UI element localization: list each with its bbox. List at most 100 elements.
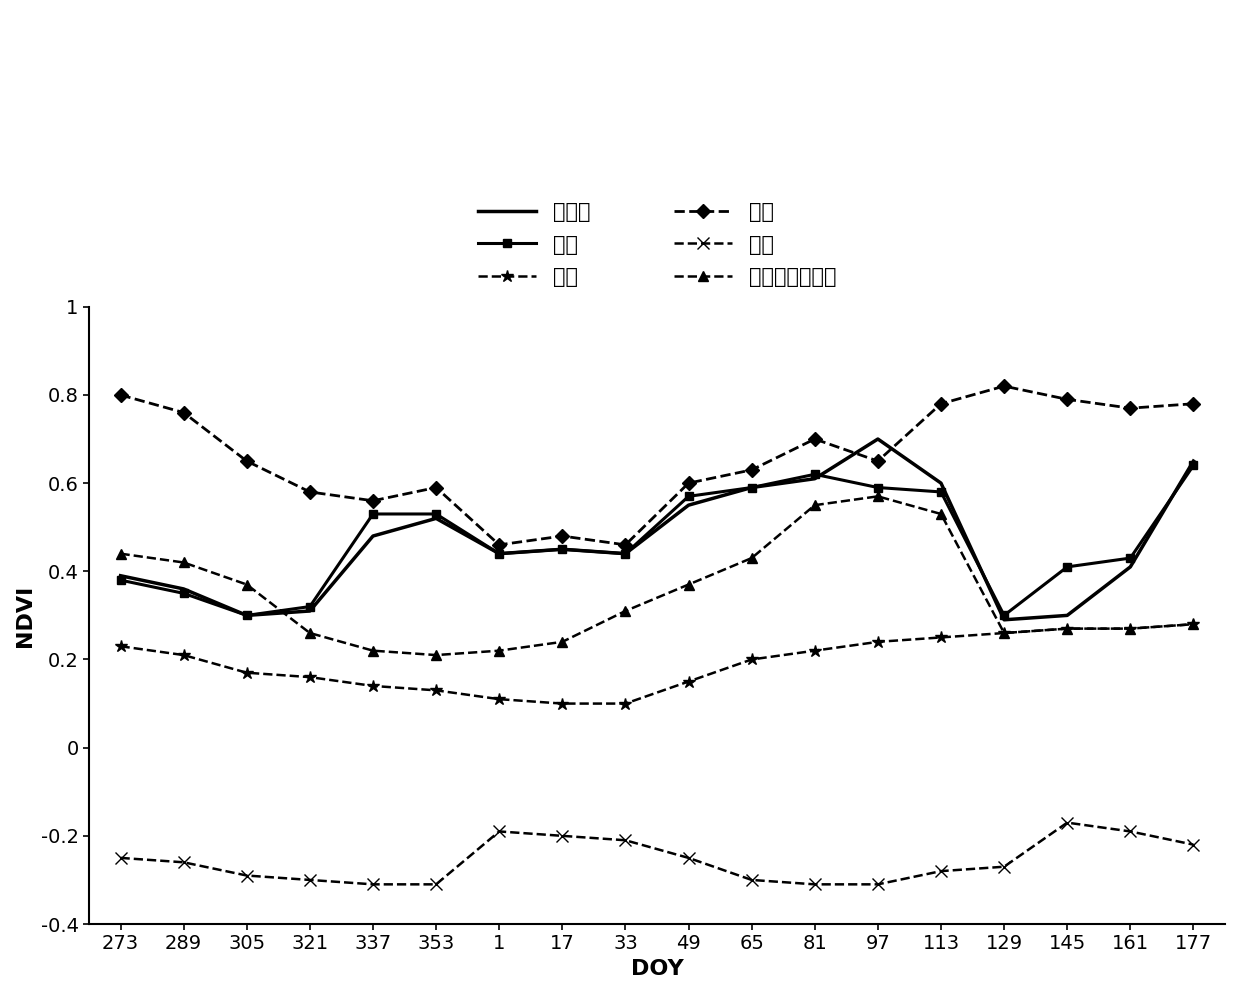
林地: [870, 455, 885, 467]
水体: [492, 825, 507, 837]
林地: [303, 486, 317, 498]
冬小麦: [807, 473, 822, 485]
油菜: [492, 548, 507, 560]
城镇: [618, 698, 632, 710]
冬季未种植耕地: [239, 579, 254, 590]
林地: [492, 539, 507, 551]
油菜: [1123, 552, 1138, 564]
冬季未种植耕地: [618, 605, 632, 617]
油菜: [303, 600, 317, 612]
水体: [744, 874, 759, 886]
油菜: [807, 468, 822, 480]
油菜: [554, 544, 569, 556]
Y-axis label: NDVI: NDVI: [15, 584, 35, 646]
林地: [681, 477, 696, 489]
冬季未种植耕地: [554, 636, 569, 648]
水体: [618, 834, 632, 846]
城镇: [554, 698, 569, 710]
冬季未种植耕地: [997, 627, 1012, 639]
冬季未种植耕地: [492, 645, 507, 657]
林地: [1185, 398, 1200, 410]
林地: [744, 464, 759, 476]
水体: [366, 879, 381, 891]
水体: [554, 830, 569, 842]
冬小麦: [681, 499, 696, 511]
油菜: [1060, 561, 1075, 573]
冬小麦: [429, 513, 444, 525]
林地: [618, 539, 632, 551]
林地: [997, 380, 1012, 392]
冬季未种植耕地: [1123, 622, 1138, 634]
冬季未种植耕地: [429, 649, 444, 661]
Line: 冬季未种植耕地: 冬季未种植耕地: [115, 491, 1198, 660]
冬季未种植耕地: [303, 627, 317, 639]
水体: [429, 879, 444, 891]
油菜: [934, 486, 949, 498]
冬小麦: [366, 530, 381, 542]
冬小麦: [870, 433, 885, 445]
Line: 水体: 水体: [115, 817, 1199, 890]
城镇: [1185, 618, 1200, 630]
林地: [429, 481, 444, 493]
城镇: [934, 631, 949, 643]
城镇: [176, 649, 191, 661]
城镇: [303, 671, 317, 683]
水体: [303, 874, 317, 886]
冬小麦: [303, 605, 317, 617]
林地: [807, 433, 822, 445]
Legend: 冬小麦, 油菜, 城镇, 林地, 水体, 冬季未种植耕地: 冬小麦, 油菜, 城镇, 林地, 水体, 冬季未种植耕地: [470, 194, 844, 295]
冬小麦: [934, 477, 949, 489]
油菜: [870, 481, 885, 493]
冬小麦: [618, 548, 632, 560]
城镇: [366, 680, 381, 692]
冬季未种植耕地: [1185, 618, 1200, 630]
冬小麦: [1123, 561, 1138, 573]
油菜: [744, 481, 759, 493]
冬季未种植耕地: [366, 645, 381, 657]
油菜: [429, 508, 444, 520]
林地: [1060, 394, 1075, 406]
冬小麦: [492, 548, 507, 560]
林地: [176, 407, 191, 418]
城镇: [681, 676, 696, 688]
Line: 油菜: 油菜: [117, 461, 1198, 619]
水体: [870, 879, 885, 891]
油菜: [239, 609, 254, 621]
水体: [681, 852, 696, 864]
城镇: [744, 653, 759, 665]
城镇: [870, 636, 885, 648]
油菜: [997, 609, 1012, 621]
林地: [554, 530, 569, 542]
冬小麦: [744, 481, 759, 493]
冬小麦: [176, 582, 191, 594]
水体: [113, 852, 128, 864]
冬季未种植耕地: [934, 508, 949, 520]
冬季未种植耕地: [176, 557, 191, 569]
林地: [1123, 403, 1138, 414]
城镇: [1123, 622, 1138, 634]
油菜: [1185, 459, 1200, 471]
水体: [1123, 825, 1138, 837]
油菜: [618, 548, 632, 560]
城镇: [492, 693, 507, 705]
油菜: [681, 490, 696, 502]
冬小麦: [1060, 609, 1075, 621]
油菜: [366, 508, 381, 520]
冬季未种植耕地: [807, 499, 822, 511]
水体: [807, 879, 822, 891]
Line: 冬小麦: 冬小麦: [120, 439, 1193, 620]
Line: 林地: 林地: [115, 382, 1198, 550]
油菜: [176, 587, 191, 599]
城镇: [239, 667, 254, 679]
水体: [239, 870, 254, 882]
冬季未种植耕地: [1060, 622, 1075, 634]
城镇: [1060, 622, 1075, 634]
冬小麦: [113, 570, 128, 581]
水体: [176, 857, 191, 869]
Line: 城镇: 城镇: [114, 618, 1199, 710]
林地: [113, 389, 128, 401]
城镇: [113, 640, 128, 652]
冬季未种植耕地: [113, 548, 128, 560]
城镇: [997, 627, 1012, 639]
水体: [934, 865, 949, 877]
